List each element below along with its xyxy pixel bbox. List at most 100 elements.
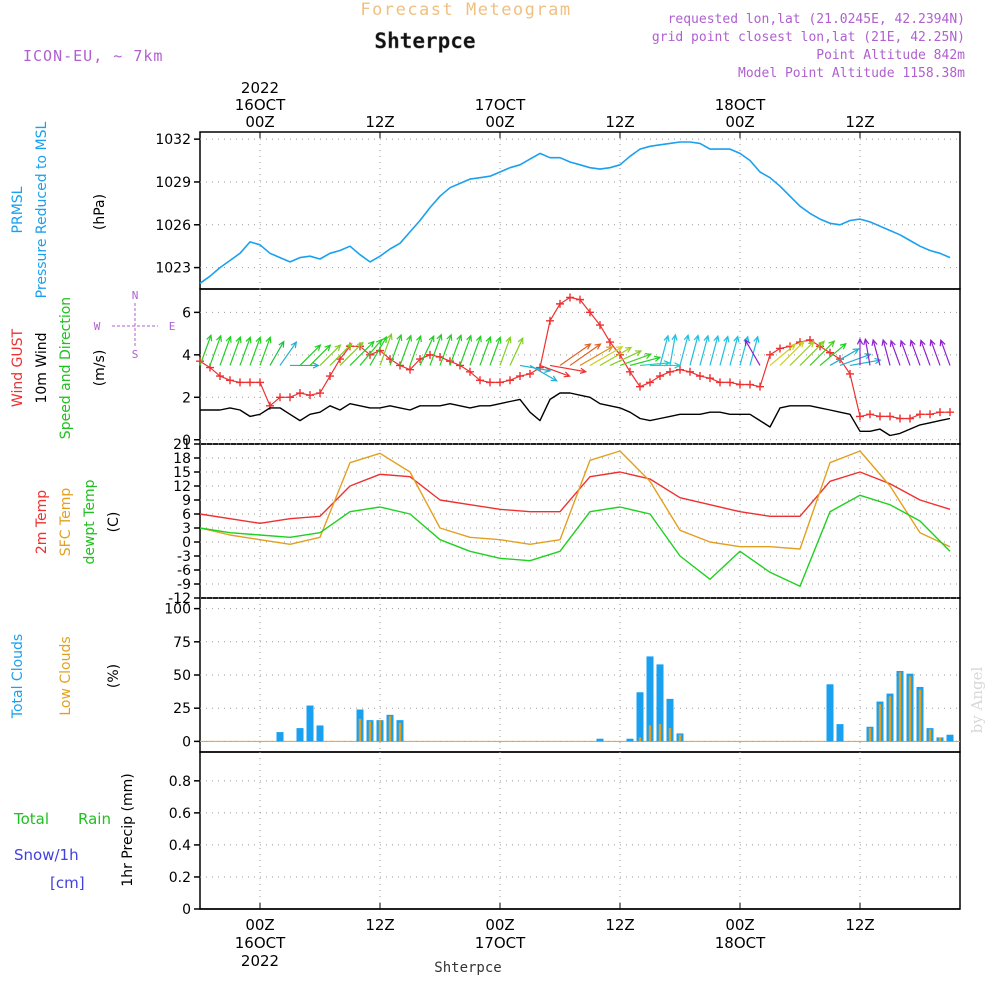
low-cloud-bar — [898, 672, 902, 742]
model-altitude: Model Point Altitude 1158.38m — [738, 66, 965, 81]
wind-arrow — [529, 364, 558, 382]
total-clouds-label: Total Clouds — [10, 634, 26, 719]
wind-arrow — [679, 333, 690, 366]
wind-arrow-head — [723, 335, 730, 343]
gust-marker — [476, 376, 484, 385]
wind-arrow — [619, 353, 653, 367]
y-tick-label: -6 — [177, 563, 191, 579]
wind-arrow-head — [807, 340, 815, 348]
wind-arrow-shaft — [339, 342, 364, 366]
wind-arrow-shaft — [809, 340, 835, 366]
wind-arrow-head — [334, 344, 342, 351]
wind-arrow-shaft — [779, 341, 805, 366]
compass-south: S — [132, 348, 139, 361]
wind-arrow-head — [871, 338, 878, 346]
wind-arrow-shaft — [369, 336, 387, 366]
wind-compass: N S W E — [94, 289, 176, 361]
wind-arrow — [539, 364, 571, 378]
gust-marker — [306, 391, 314, 400]
temp-dewpt-label: dewpt Temp — [82, 479, 98, 564]
forecast-title: Forecast Meteogram — [360, 0, 571, 20]
wind-arrow-shaft — [799, 340, 825, 366]
wind-arrow-head — [874, 357, 882, 365]
gust-marker — [366, 350, 374, 359]
gust-marker — [626, 367, 634, 376]
wind-arrow-head — [889, 339, 896, 347]
wind-arrow-shaft — [829, 348, 859, 366]
requested-coords: requested lon,lat (21.0245E, 42.2394N) — [668, 12, 965, 27]
low-cloud-bar — [908, 676, 912, 742]
wind-arrow — [299, 344, 322, 366]
wind-arrow-head — [517, 336, 524, 345]
total-cloud-bar — [626, 738, 634, 742]
wind-arrow-shaft — [910, 340, 921, 366]
wind-arrow — [199, 333, 213, 366]
gust-marker — [486, 378, 494, 387]
wind-arrow-shaft — [849, 359, 881, 367]
gust-marker — [406, 365, 414, 374]
wind-arrow-head — [345, 342, 353, 350]
gust-marker — [576, 295, 584, 304]
y-tick-label: 100 — [164, 602, 191, 618]
wind-arrow-shaft — [509, 337, 524, 366]
gust-marker — [606, 338, 614, 347]
wind-arrow — [349, 340, 375, 366]
gust-marker — [946, 408, 954, 417]
wind-arrow — [559, 343, 592, 366]
gust-marker — [726, 378, 734, 387]
gust-marker — [656, 372, 664, 381]
wind-arrow-shaft — [639, 362, 670, 367]
wind-arrow-shaft — [349, 341, 375, 366]
compass-west: W — [94, 320, 101, 333]
compass-east: E — [169, 320, 176, 333]
time-label-bottom: 00Z — [725, 916, 754, 934]
gust-marker — [866, 410, 874, 419]
wind-arrow — [489, 336, 502, 366]
total-cloud-bar — [316, 725, 324, 742]
wind-arrow-shaft — [819, 343, 847, 366]
wind-arrow — [589, 346, 624, 366]
gust-marker — [546, 316, 554, 325]
model-label: ICON-EU, ~ 7km — [23, 47, 163, 65]
wind-arrow-shaft — [619, 353, 652, 367]
wind-arrow — [899, 339, 911, 366]
wind-arrow — [809, 340, 836, 366]
wind-arrow-head — [594, 343, 602, 350]
wind-arrow-shaft — [209, 335, 222, 366]
wind-10m-label: 10m Wind — [34, 332, 50, 403]
low-clouds-label: Low Clouds — [58, 636, 74, 715]
gust-marker — [636, 382, 644, 391]
time-label-bottom: 00Z — [485, 916, 514, 934]
low-cloud-bar — [678, 734, 682, 742]
gust-marker — [676, 365, 684, 374]
low-cloud-bar — [888, 696, 892, 742]
y-tick-label: 15 — [173, 465, 191, 481]
wind-arrow-head — [436, 333, 443, 341]
wind-arrow-head — [245, 336, 252, 344]
gust-marker — [496, 378, 504, 387]
time-label-bottom: 18OCT — [715, 934, 766, 952]
wind-arrow — [939, 338, 951, 366]
wind-arrow-head — [314, 344, 322, 351]
wind-arrow-shaft — [589, 346, 623, 366]
temp-dewpt-line — [199, 494, 951, 587]
gust-marker — [766, 350, 774, 359]
wind-arrow-head — [899, 339, 906, 347]
wind-arrow-shaft — [890, 340, 901, 366]
wind-arrow-shaft — [239, 337, 251, 366]
gust-marker — [706, 374, 714, 383]
gust-marker — [246, 378, 254, 387]
wind-arrow-shaft — [789, 341, 815, 366]
wind-arrow-head — [797, 340, 805, 348]
wind-arrow-head — [550, 375, 558, 382]
wind-arrow-shaft — [489, 337, 501, 366]
temp-sfc-line — [199, 450, 951, 550]
wind-arrow-head — [456, 333, 463, 342]
wind-arrow-head — [864, 353, 872, 360]
wind-arrow-head — [446, 333, 453, 341]
wind-arrow — [629, 355, 662, 367]
wind-arrow — [329, 342, 353, 366]
wind-arrow-head — [703, 334, 710, 342]
low-cloud-bar — [638, 737, 642, 742]
wind-arrow-head — [206, 333, 213, 342]
